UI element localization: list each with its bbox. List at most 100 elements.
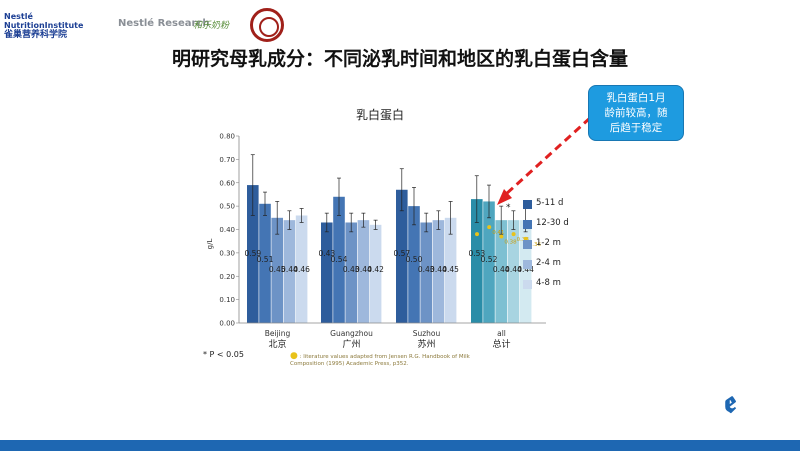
data-label: 0.44 [505, 265, 522, 274]
bottom-bar [0, 440, 800, 451]
data-label: 0.59 [244, 249, 261, 258]
data-label: 0.52 [481, 255, 498, 264]
literature-label: 0.38 [517, 237, 530, 243]
legend-label: 1-2 m [536, 238, 561, 248]
x-category-label: Beijing [265, 329, 291, 338]
bar [333, 196, 345, 323]
data-label: 0.53 [468, 249, 485, 258]
x-category-label: all [497, 329, 506, 338]
data-label: 0.45 [269, 265, 286, 274]
bar [471, 199, 483, 323]
legend-label: 2-4 m [536, 258, 561, 268]
callout-box: 乳白蛋白1月 龄前较高，随 后趋于稳定 [588, 85, 684, 141]
bar [345, 222, 357, 323]
bar [495, 220, 507, 323]
logo-line2: NutritionInstitute [4, 21, 84, 30]
literature-point [499, 234, 504, 239]
bar [283, 220, 296, 323]
literature-label: 0.41 [492, 230, 504, 236]
bar [519, 220, 532, 323]
callout-arrow-line [503, 116, 592, 197]
literature-note-line2: Composition (1995) Academic Press, p352. [290, 361, 409, 367]
legend-label: 4-8 m [536, 278, 561, 288]
bar [295, 215, 308, 323]
data-label: 0.43 [418, 265, 435, 274]
bar [408, 206, 420, 323]
slide-title: 明研究母乳成分：不同泌乳时间和地区的乳白蛋白含量 [171, 48, 628, 70]
data-label: 0.50 [406, 255, 423, 264]
bar [369, 224, 382, 323]
literature-point [487, 225, 492, 230]
data-label: 0.44 [517, 265, 534, 274]
p-value-note: * P < 0.05 [203, 350, 244, 359]
bar [321, 222, 333, 323]
legend-swatch [523, 260, 532, 269]
x-category-label-zh: 苏州 [417, 338, 435, 350]
nestle-research-logo: Nestlé Research [118, 18, 210, 29]
bar [271, 217, 283, 323]
y-tick-label: 0.00 [219, 320, 235, 328]
y-tick-label: 0.30 [219, 249, 235, 257]
y-tick-label: 0.80 [219, 133, 235, 141]
data-label: 0.43 [318, 249, 335, 258]
y-tick-label: 0.10 [219, 296, 235, 304]
literature-point [475, 232, 479, 237]
x-category-label-zh: 北京 [268, 338, 286, 350]
data-label: 0.54 [331, 255, 348, 264]
legend-swatch [523, 220, 532, 229]
legend-swatch [523, 240, 532, 249]
data-label: 0.42 [367, 265, 384, 274]
bar [259, 203, 271, 323]
data-label: 0.45 [442, 265, 459, 274]
data-label: 0.46 [293, 265, 310, 274]
y-tick-label: 0.70 [219, 156, 235, 164]
data-label: 0.44 [355, 265, 372, 274]
literature-label: 0.38 [504, 240, 517, 246]
bar [507, 220, 520, 323]
university-seal-icon [250, 8, 284, 42]
callout-line3: 后趋于稳定 [609, 122, 663, 134]
literature-point [523, 236, 528, 241]
brand-logo-icon: ꬲ [724, 385, 737, 420]
data-label: 0.44 [281, 265, 298, 274]
legend-swatch [523, 200, 532, 209]
data-label: 0.51 [257, 255, 274, 264]
partner-logo: 和乐奶粉 [193, 21, 230, 31]
bar [444, 217, 457, 323]
data-label: 0.57 [393, 249, 410, 258]
y-tick-label: 0.20 [219, 273, 235, 281]
x-category-label-zh: 广州 [342, 338, 360, 350]
bar [357, 220, 370, 323]
bar [432, 220, 445, 323]
y-tick-label: 0.60 [219, 179, 235, 187]
x-category-label-zh: 总计 [492, 338, 510, 350]
literature-note-line1: : literature values adapted from Jensen … [299, 354, 470, 360]
legend-label: 5-11 d [536, 198, 564, 208]
chart-title: 乳白蛋白 [356, 107, 404, 122]
callout-line1: 乳白蛋白1月 [606, 92, 666, 104]
data-label: 0.44 [493, 265, 510, 274]
x-category-label: Suzhou [413, 329, 441, 338]
y-tick-label: 0.50 [219, 203, 235, 211]
y-tick-label: 0.40 [219, 226, 235, 234]
bar [483, 201, 495, 323]
x-category-label: Guangzhou [330, 329, 373, 338]
data-label: 0.44 [430, 265, 447, 274]
data-label: 0.43 [343, 265, 360, 274]
significance-mark: * [506, 203, 511, 213]
literature-note: ● : literature values adapted from Jense… [290, 351, 470, 368]
bar [396, 189, 408, 323]
callout-line2: 龄前较高，随 [604, 107, 668, 119]
legend-label: 12-30 d [536, 218, 569, 228]
literature-label: 0.36 [529, 242, 542, 248]
literature-point [511, 232, 516, 237]
bar [247, 185, 259, 323]
logo-line1: Nestlé [4, 12, 33, 21]
legend-swatch [523, 280, 532, 289]
literature-dot-icon: ● [290, 351, 298, 361]
bar [420, 222, 432, 323]
callout-arrow-head [497, 189, 512, 205]
nestle-nutrition-institute-logo: Nestlé NutritionInstitute 雀巢营养科学院 [4, 12, 112, 41]
